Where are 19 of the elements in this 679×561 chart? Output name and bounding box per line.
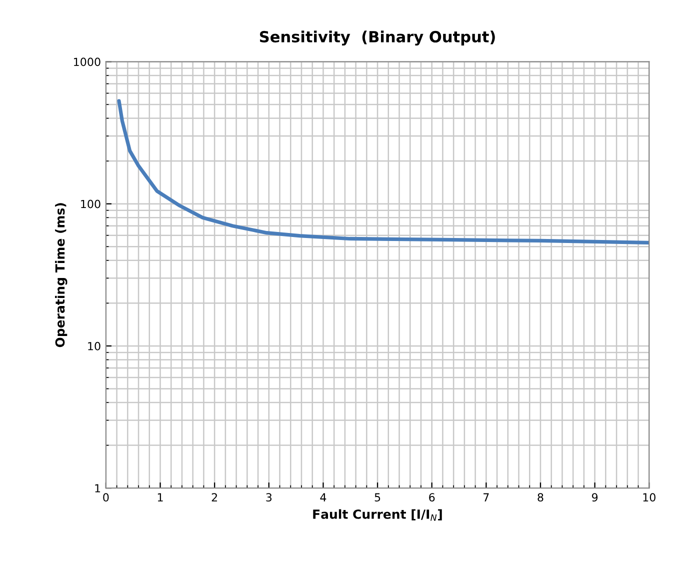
x-tick-label: 7 — [484, 493, 489, 502]
x-tick-label: 5 — [374, 493, 380, 502]
x-tick-label: 2 — [212, 493, 217, 502]
x-tick-label: 0 — [103, 493, 109, 502]
y-tick-label: 1 — [95, 484, 100, 492]
x-tick-label: 4 — [320, 493, 326, 502]
chart-title: Sensitivity (Binary Output) — [260, 30, 495, 46]
x-tick-label: 1 — [158, 493, 163, 502]
x-tick-label: 3 — [266, 493, 272, 502]
y-axis-title: Operating Time (ms) — [55, 203, 68, 348]
x-tick-label: 6 — [429, 493, 435, 502]
y-tick-label: 1000 — [74, 58, 100, 66]
y-tick-label: 100 — [81, 200, 100, 208]
x-tick-label: 10 — [643, 493, 656, 502]
x-tick-label: 9 — [592, 493, 598, 502]
x-tick-label: 8 — [538, 493, 544, 502]
y-tick-label: 10 — [88, 342, 100, 350]
x-axis-title: Fault Current [I/I$_{N}$] — [313, 509, 442, 521]
line-series — [117, 99, 650, 244]
